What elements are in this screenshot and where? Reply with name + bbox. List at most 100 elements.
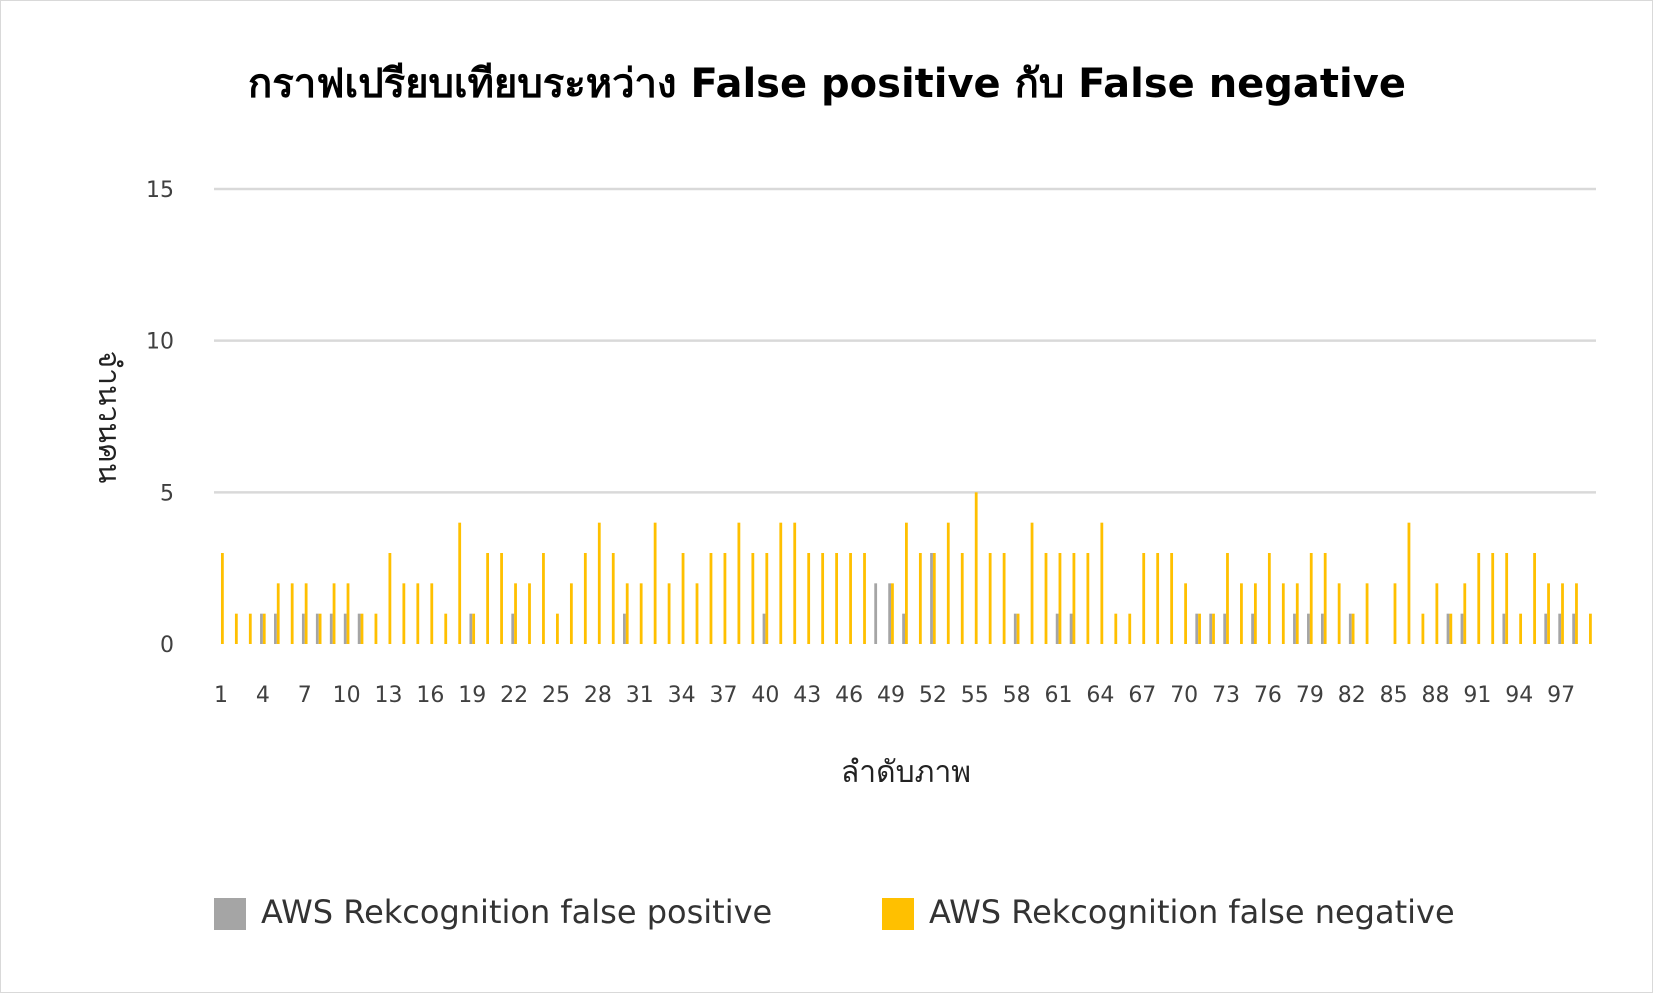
bar-false-negative-14 bbox=[402, 583, 406, 644]
bar-false-negative-63 bbox=[1086, 553, 1090, 644]
bar-false-negative-95 bbox=[1533, 553, 1536, 644]
y-axis-ticks: 0 5 10 15 bbox=[146, 178, 174, 658]
bar-false-positive-98 bbox=[1572, 613, 1576, 644]
bar-false-negative-51 bbox=[918, 553, 922, 644]
bar-false-positive-7 bbox=[301, 613, 305, 644]
bar-false-positive-62 bbox=[1069, 613, 1073, 644]
bars bbox=[220, 492, 1592, 644]
bar-false-positive-93 bbox=[1502, 613, 1506, 644]
bar-false-negative-49 bbox=[891, 583, 894, 644]
bar-false-negative-13 bbox=[388, 553, 392, 644]
x-tick-label: 25 bbox=[542, 683, 570, 708]
bar-false-positive-72 bbox=[1209, 613, 1213, 644]
bar-false-negative-35 bbox=[695, 583, 699, 644]
bar-false-negative-34 bbox=[681, 553, 685, 644]
legend-swatch-false-positive bbox=[214, 898, 246, 930]
bar-false-negative-76 bbox=[1267, 553, 1271, 644]
bar-false-negative-21 bbox=[500, 553, 503, 644]
bar-false-positive-50 bbox=[902, 613, 905, 644]
bar-false-negative-80 bbox=[1323, 553, 1327, 644]
bar-false-negative-33 bbox=[667, 583, 671, 644]
chart-title: กราฟเปรียบเทียบระหว่าง False positive กั… bbox=[248, 61, 1406, 107]
bar-false-negative-77 bbox=[1281, 583, 1285, 644]
x-tick-label: 97 bbox=[1547, 683, 1575, 708]
bar-false-negative-17 bbox=[444, 613, 448, 644]
x-tick-label: 70 bbox=[1170, 683, 1198, 708]
x-tick-label: 16 bbox=[416, 683, 444, 708]
bar-false-negative-89 bbox=[1449, 613, 1453, 644]
bar-false-negative-52 bbox=[932, 553, 936, 644]
bar-false-positive-8 bbox=[315, 613, 319, 644]
x-tick-label: 52 bbox=[919, 683, 947, 708]
x-tick-label: 58 bbox=[1003, 683, 1031, 708]
bar-false-negative-90 bbox=[1463, 583, 1467, 644]
x-tick-label: 76 bbox=[1254, 683, 1282, 708]
bar-false-negative-10 bbox=[346, 583, 350, 644]
bar-false-negative-39 bbox=[751, 553, 755, 644]
x-tick-label: 19 bbox=[458, 683, 486, 708]
bar-false-negative-45 bbox=[835, 553, 839, 644]
bar-false-negative-27 bbox=[583, 553, 587, 644]
bar-false-negative-36 bbox=[709, 553, 713, 644]
y-tick-label: 15 bbox=[146, 178, 174, 203]
bar-false-negative-12 bbox=[374, 613, 378, 644]
bar-false-positive-30 bbox=[623, 613, 626, 644]
x-tick-label: 67 bbox=[1128, 683, 1156, 708]
bar-false-negative-65 bbox=[1114, 613, 1118, 644]
x-tick-label: 13 bbox=[374, 683, 402, 708]
bar-false-positive-71 bbox=[1195, 613, 1199, 644]
x-tick-label: 88 bbox=[1421, 683, 1449, 708]
bar-false-negative-4 bbox=[262, 613, 266, 644]
bar-false-positive-52 bbox=[930, 553, 933, 644]
x-tick-label: 4 bbox=[256, 683, 270, 708]
x-tick-label: 46 bbox=[835, 683, 863, 708]
bar-false-negative-62 bbox=[1072, 553, 1076, 644]
bar-false-negative-94 bbox=[1519, 613, 1523, 644]
bar-false-positive-58 bbox=[1013, 613, 1017, 644]
bar-false-negative-23 bbox=[528, 583, 531, 644]
x-tick-label: 61 bbox=[1045, 683, 1073, 708]
bar-false-negative-24 bbox=[542, 553, 545, 644]
bar-false-negative-68 bbox=[1156, 553, 1160, 644]
y-tick-label: 5 bbox=[160, 481, 174, 506]
x-tick-label: 40 bbox=[751, 683, 779, 708]
legend-label-false-negative: AWS Rekcognition false negative bbox=[929, 893, 1455, 931]
y-axis-label: จำนวนคน bbox=[91, 351, 126, 484]
bar-false-negative-43 bbox=[807, 553, 811, 644]
bar-false-positive-97 bbox=[1558, 613, 1562, 644]
x-tick-label: 82 bbox=[1338, 683, 1366, 708]
bar-false-positive-75 bbox=[1251, 613, 1254, 644]
x-tick-label: 22 bbox=[500, 683, 528, 708]
bar-false-negative-30 bbox=[625, 583, 629, 644]
x-tick-label: 31 bbox=[626, 683, 654, 708]
bar-false-negative-88 bbox=[1435, 583, 1439, 644]
x-axis-label: ลำดับภาพ bbox=[841, 755, 971, 790]
x-tick-label: 64 bbox=[1086, 683, 1114, 708]
bar-false-negative-71 bbox=[1198, 613, 1201, 644]
bar-false-negative-59 bbox=[1030, 522, 1034, 644]
x-tick-label: 37 bbox=[710, 683, 738, 708]
legend-swatch-false-negative bbox=[882, 898, 914, 930]
bar-false-negative-79 bbox=[1309, 553, 1313, 644]
bar-false-negative-61 bbox=[1058, 553, 1062, 644]
x-tick-label: 91 bbox=[1463, 683, 1491, 708]
bar-false-positive-78 bbox=[1293, 613, 1296, 644]
bar-false-positive-80 bbox=[1320, 613, 1324, 644]
x-tick-label: 79 bbox=[1296, 683, 1324, 708]
bar-false-negative-93 bbox=[1505, 553, 1509, 644]
bar-false-negative-9 bbox=[332, 583, 336, 644]
bar-false-negative-7 bbox=[304, 583, 308, 644]
bar-false-negative-85 bbox=[1393, 583, 1397, 644]
bar-false-negative-8 bbox=[318, 613, 322, 644]
bar-false-negative-92 bbox=[1491, 553, 1495, 644]
bar-false-negative-82 bbox=[1351, 613, 1355, 644]
bar-false-positive-19 bbox=[469, 613, 473, 644]
x-tick-label: 10 bbox=[333, 683, 361, 708]
bar-false-negative-98 bbox=[1575, 583, 1578, 644]
bar-false-negative-32 bbox=[653, 522, 657, 644]
gridlines bbox=[214, 187, 1596, 494]
bar-false-positive-61 bbox=[1055, 613, 1059, 644]
bar-false-negative-19 bbox=[472, 613, 476, 644]
x-tick-label: 7 bbox=[298, 683, 312, 708]
